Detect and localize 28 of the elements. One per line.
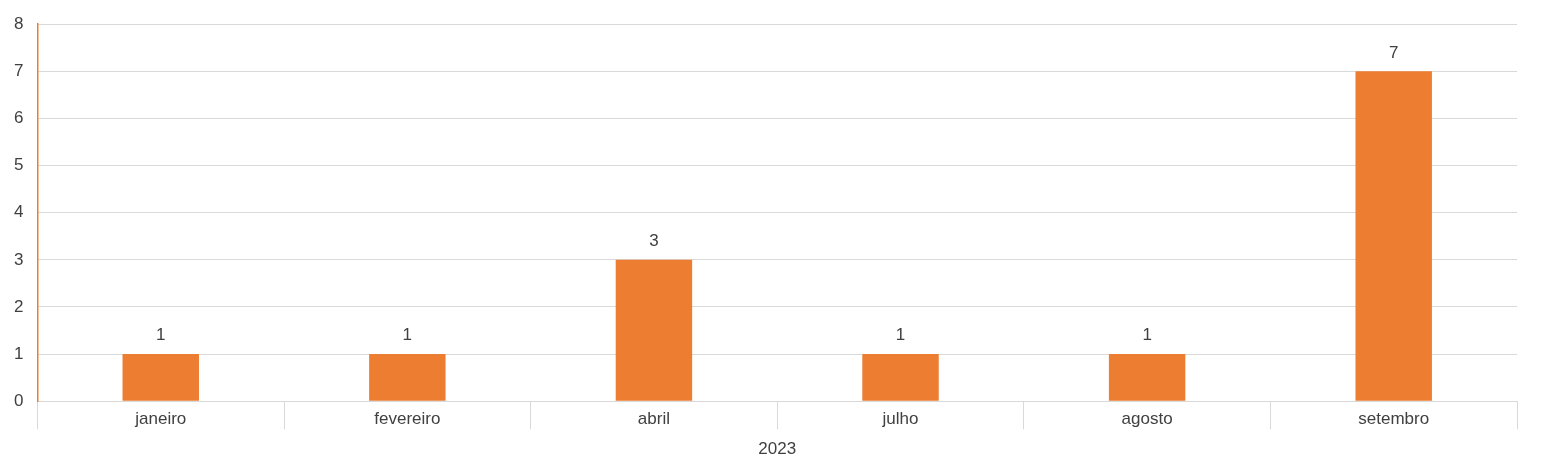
data-label: 1: [895, 325, 906, 345]
bar: [615, 259, 693, 401]
y-tick-label: 6: [13, 108, 24, 128]
data-label: 1: [156, 325, 166, 345]
y-tick-label: 2: [13, 296, 24, 316]
x-tick-label: setembro: [1358, 409, 1430, 429]
y-tick-label: 5: [13, 155, 24, 175]
data-label: 3: [649, 231, 659, 251]
bar: [862, 354, 939, 401]
x-tick-label: julho: [881, 409, 919, 429]
y-tick-label: 0: [13, 390, 24, 410]
x-tick-label: janeiro: [134, 409, 187, 429]
y-tick-label: 7: [13, 61, 24, 81]
bar: [369, 354, 446, 401]
y-tick-label: 3: [13, 249, 24, 269]
bar: [122, 354, 199, 401]
y-tick-label: 1: [13, 343, 24, 363]
data-label: 7: [1388, 42, 1399, 62]
x-axis-title: 2023: [758, 439, 797, 459]
bar: [1355, 71, 1432, 401]
bar: [1108, 354, 1186, 401]
x-tick-label: fevereiro: [374, 409, 441, 429]
x-tick-label: abril: [637, 409, 670, 429]
data-label: 1: [1142, 325, 1152, 345]
y-tick-label: 8: [13, 13, 24, 33]
data-label: 1: [402, 325, 413, 345]
y-tick-label: 4: [13, 202, 24, 222]
x-tick-label: agosto: [1121, 409, 1173, 429]
